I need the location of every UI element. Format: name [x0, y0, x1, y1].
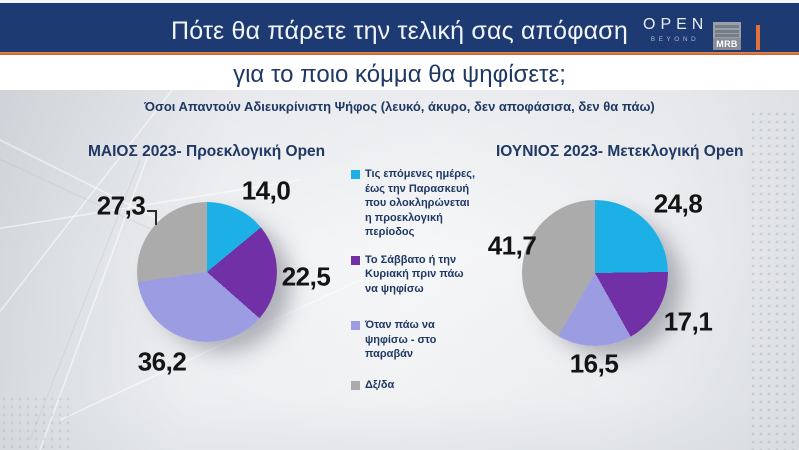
legend-item: Όταν πάω να ψηφίσω - στο παραβάν	[351, 318, 479, 362]
legend-item: Τις επόμενες ημέρες, έως την Παρασκευή π…	[351, 167, 479, 240]
mrb-logo-text: MRB	[713, 38, 741, 50]
orange-accent-bar	[756, 25, 760, 50]
chart-title-may: ΜΑΙΟΣ 2023- Προεκλογική Open	[88, 143, 326, 160]
open-logo-subtext: BEYOND	[650, 36, 700, 43]
legend-swatch-gray-icon	[351, 380, 360, 390]
data-label: 36,2	[137, 346, 187, 377]
data-label: 16,5	[569, 348, 619, 379]
legend-item: Δξ/δα	[351, 378, 479, 393]
legend-label: Τις επόμενες ημέρες, έως την Παρασκευή π…	[365, 168, 475, 239]
mrb-logo-stripes-icon	[713, 22, 741, 38]
legend-swatch-cyan-icon	[351, 170, 360, 179]
pie-chart-june	[522, 200, 668, 346]
mrb-logo: MRB	[713, 22, 741, 50]
legend-item: Το Σάββατο ή την Κυριακή πριν πάω να ψηφ…	[351, 253, 479, 297]
header-divider-line	[0, 52, 799, 55]
legend-label: Το Σάββατο ή την Κυριακή πριν πάω να ψηφ…	[365, 253, 464, 295]
legend-swatch-lavender-icon	[351, 321, 360, 331]
page-title: Πότε θα πάρετε την τελική σας απόφαση	[170, 17, 629, 45]
page-subtitle: για το ποιο κόμμα θα ψηφίσετε;	[233, 61, 566, 88]
data-label: 24,8	[653, 188, 703, 219]
chart-title-june: ΙΟΥΝΙΟΣ 2023- Μετεκλογική Open	[496, 143, 744, 160]
top-white-strip	[0, 0, 799, 3]
legend: Τις επόμενες ημέρες, έως την Παρασκευή π…	[351, 167, 479, 405]
open-logo-text: OPEN	[643, 16, 709, 33]
data-label: 22,5	[281, 261, 331, 292]
legend-label: Δξ/δα	[365, 378, 395, 391]
data-label: 14,0	[241, 175, 291, 206]
legend-swatch-purple-icon	[351, 255, 360, 265]
data-label: 17,1	[663, 306, 713, 337]
header-bar: Πότε θα πάρετε την τελική σας απόφαση OP…	[0, 3, 799, 52]
subtitle-band: για το ποιο κόμμα θα ψηφίσετε;	[0, 55, 799, 90]
pie-chart-may	[137, 202, 277, 342]
filter-note: Όσοι Απαντούν Αδιευκρίνιστη Ψήφος (λευκό…	[144, 99, 655, 114]
open-tv-logo: OPEN BEYOND	[643, 16, 707, 43]
leader-line	[147, 210, 157, 225]
legend-label: Όταν πάω να ψηφίσω - στο παραβάν	[365, 319, 437, 361]
data-label: 27,3	[96, 190, 146, 221]
data-label: 41,7	[487, 230, 537, 261]
